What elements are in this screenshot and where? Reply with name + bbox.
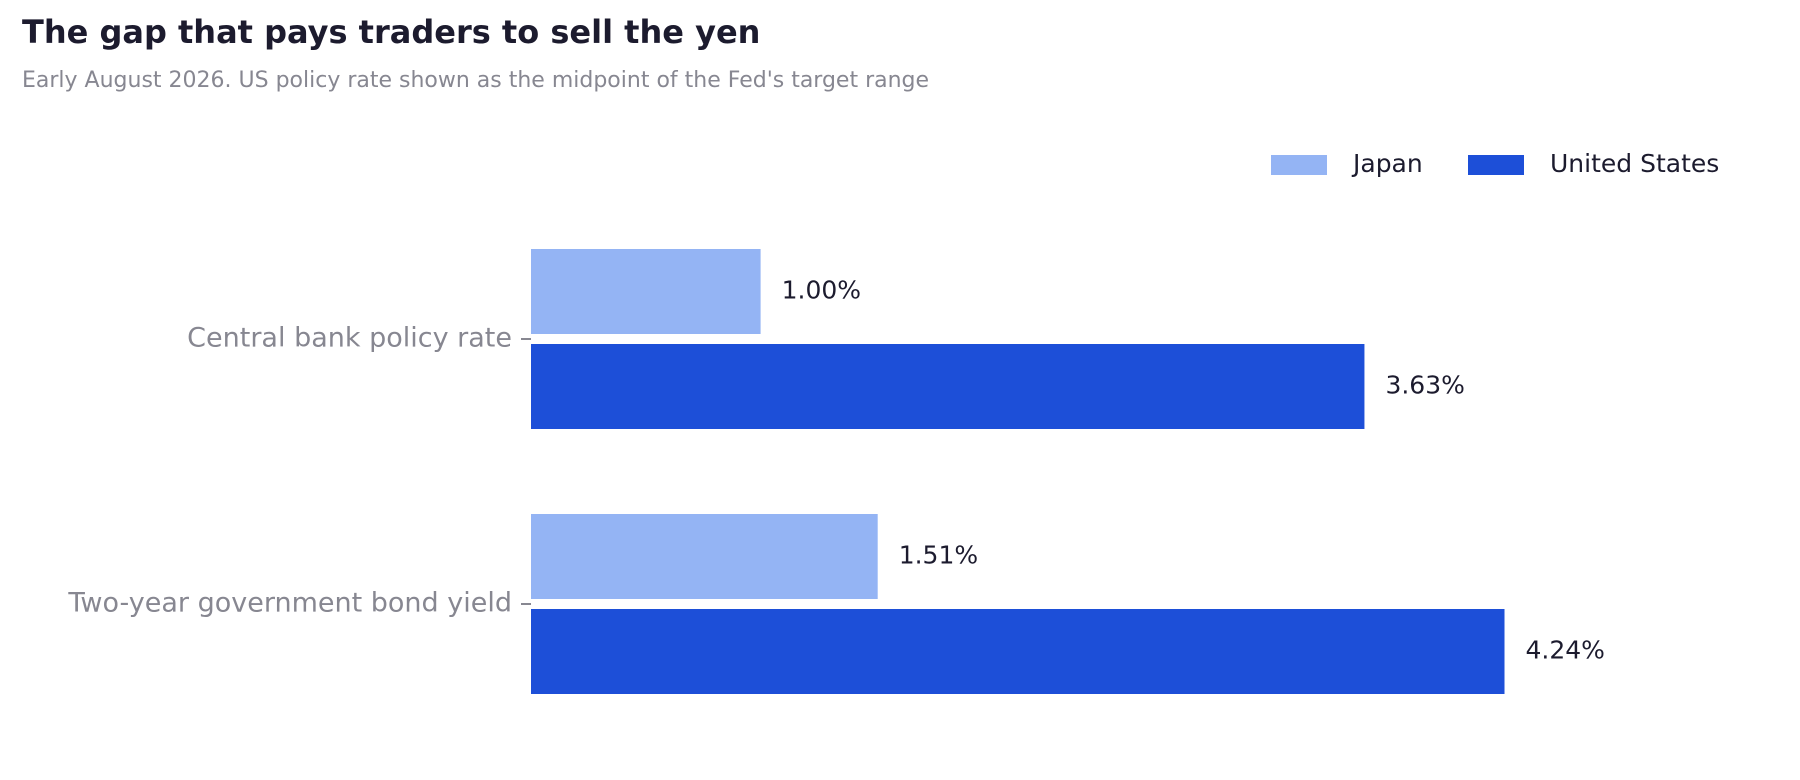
legend-swatch: [1468, 155, 1524, 175]
y-tick-label: Two-year government bond yield: [67, 588, 512, 619]
value-label: 1.51%: [899, 541, 978, 570]
legend-label: Japan: [1351, 149, 1423, 178]
value-label: 4.24%: [1526, 636, 1605, 665]
value-label: 1.00%: [782, 276, 861, 305]
chart-title: The gap that pays traders to sell the ye…: [22, 13, 760, 51]
chart-subtitle: Early August 2026. US policy rate shown …: [22, 68, 929, 93]
bar: [531, 249, 761, 334]
bar: [531, 344, 1365, 429]
value-label: 3.63%: [1385, 371, 1464, 400]
bar: [531, 514, 878, 599]
bar: [531, 609, 1505, 694]
legend-label: United States: [1550, 149, 1719, 178]
legend-swatch: [1271, 155, 1327, 175]
y-tick-label: Central bank policy rate: [187, 323, 512, 354]
